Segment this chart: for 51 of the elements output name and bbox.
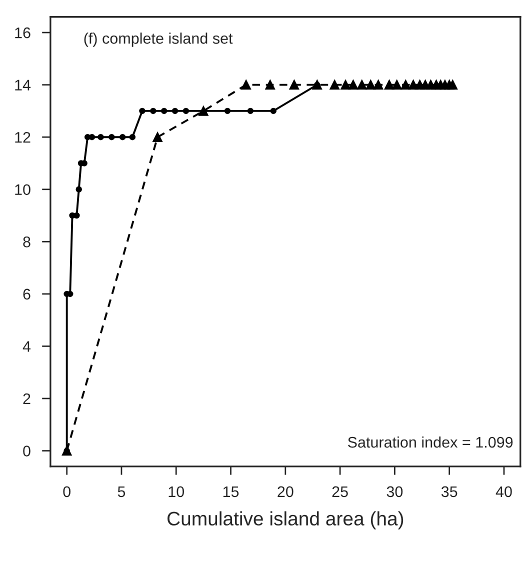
point xyxy=(366,80,376,90)
point xyxy=(340,80,350,90)
point xyxy=(289,80,300,90)
point xyxy=(224,108,231,114)
y-tick-label: 16 xyxy=(15,27,30,38)
y-tick-label: 2 xyxy=(23,393,30,404)
point xyxy=(400,80,410,90)
point xyxy=(88,134,96,140)
annotation: (f) complete island set xyxy=(84,32,233,47)
point xyxy=(330,80,340,90)
x-axis-title: Cumulative island area (ha) xyxy=(168,511,404,530)
point xyxy=(198,106,208,116)
point xyxy=(98,134,104,140)
point xyxy=(348,80,358,90)
point xyxy=(182,108,190,114)
point xyxy=(76,186,82,193)
point xyxy=(150,108,156,114)
x-tick-label: 40 xyxy=(496,486,512,498)
y-tick-label: 12 xyxy=(15,132,30,143)
point xyxy=(152,132,162,142)
y-tick-label: 10 xyxy=(15,184,30,196)
point xyxy=(74,212,80,219)
y-tick-label: 4 xyxy=(22,341,31,352)
point xyxy=(241,80,251,90)
x-tick-label: 35 xyxy=(441,486,458,498)
point xyxy=(247,108,254,114)
y-tick-label: 6 xyxy=(23,288,30,300)
point xyxy=(392,80,402,90)
y-tick-label: 0 xyxy=(23,446,30,456)
point xyxy=(139,108,146,114)
point xyxy=(448,80,458,90)
x-tick-label: 15 xyxy=(223,486,239,498)
point xyxy=(270,108,277,114)
point xyxy=(373,80,384,90)
x-tick-label: 5 xyxy=(118,486,126,498)
point xyxy=(129,134,136,140)
x-tick-label: 0 xyxy=(63,486,70,498)
annotation: Saturation index = 1.099 xyxy=(348,436,513,448)
point xyxy=(265,80,275,90)
point xyxy=(108,134,115,140)
y-tick-label: 8 xyxy=(23,236,30,248)
x-tick-label: 10 xyxy=(168,486,184,498)
point xyxy=(384,80,394,90)
point xyxy=(119,134,126,140)
x-tick-label: 25 xyxy=(332,486,348,498)
point xyxy=(357,80,367,90)
x-tick-label: 30 xyxy=(386,486,403,498)
point xyxy=(160,108,168,114)
x-tick-label: 20 xyxy=(278,486,294,498)
y-tick-label: 14 xyxy=(15,80,31,90)
point xyxy=(172,108,178,114)
